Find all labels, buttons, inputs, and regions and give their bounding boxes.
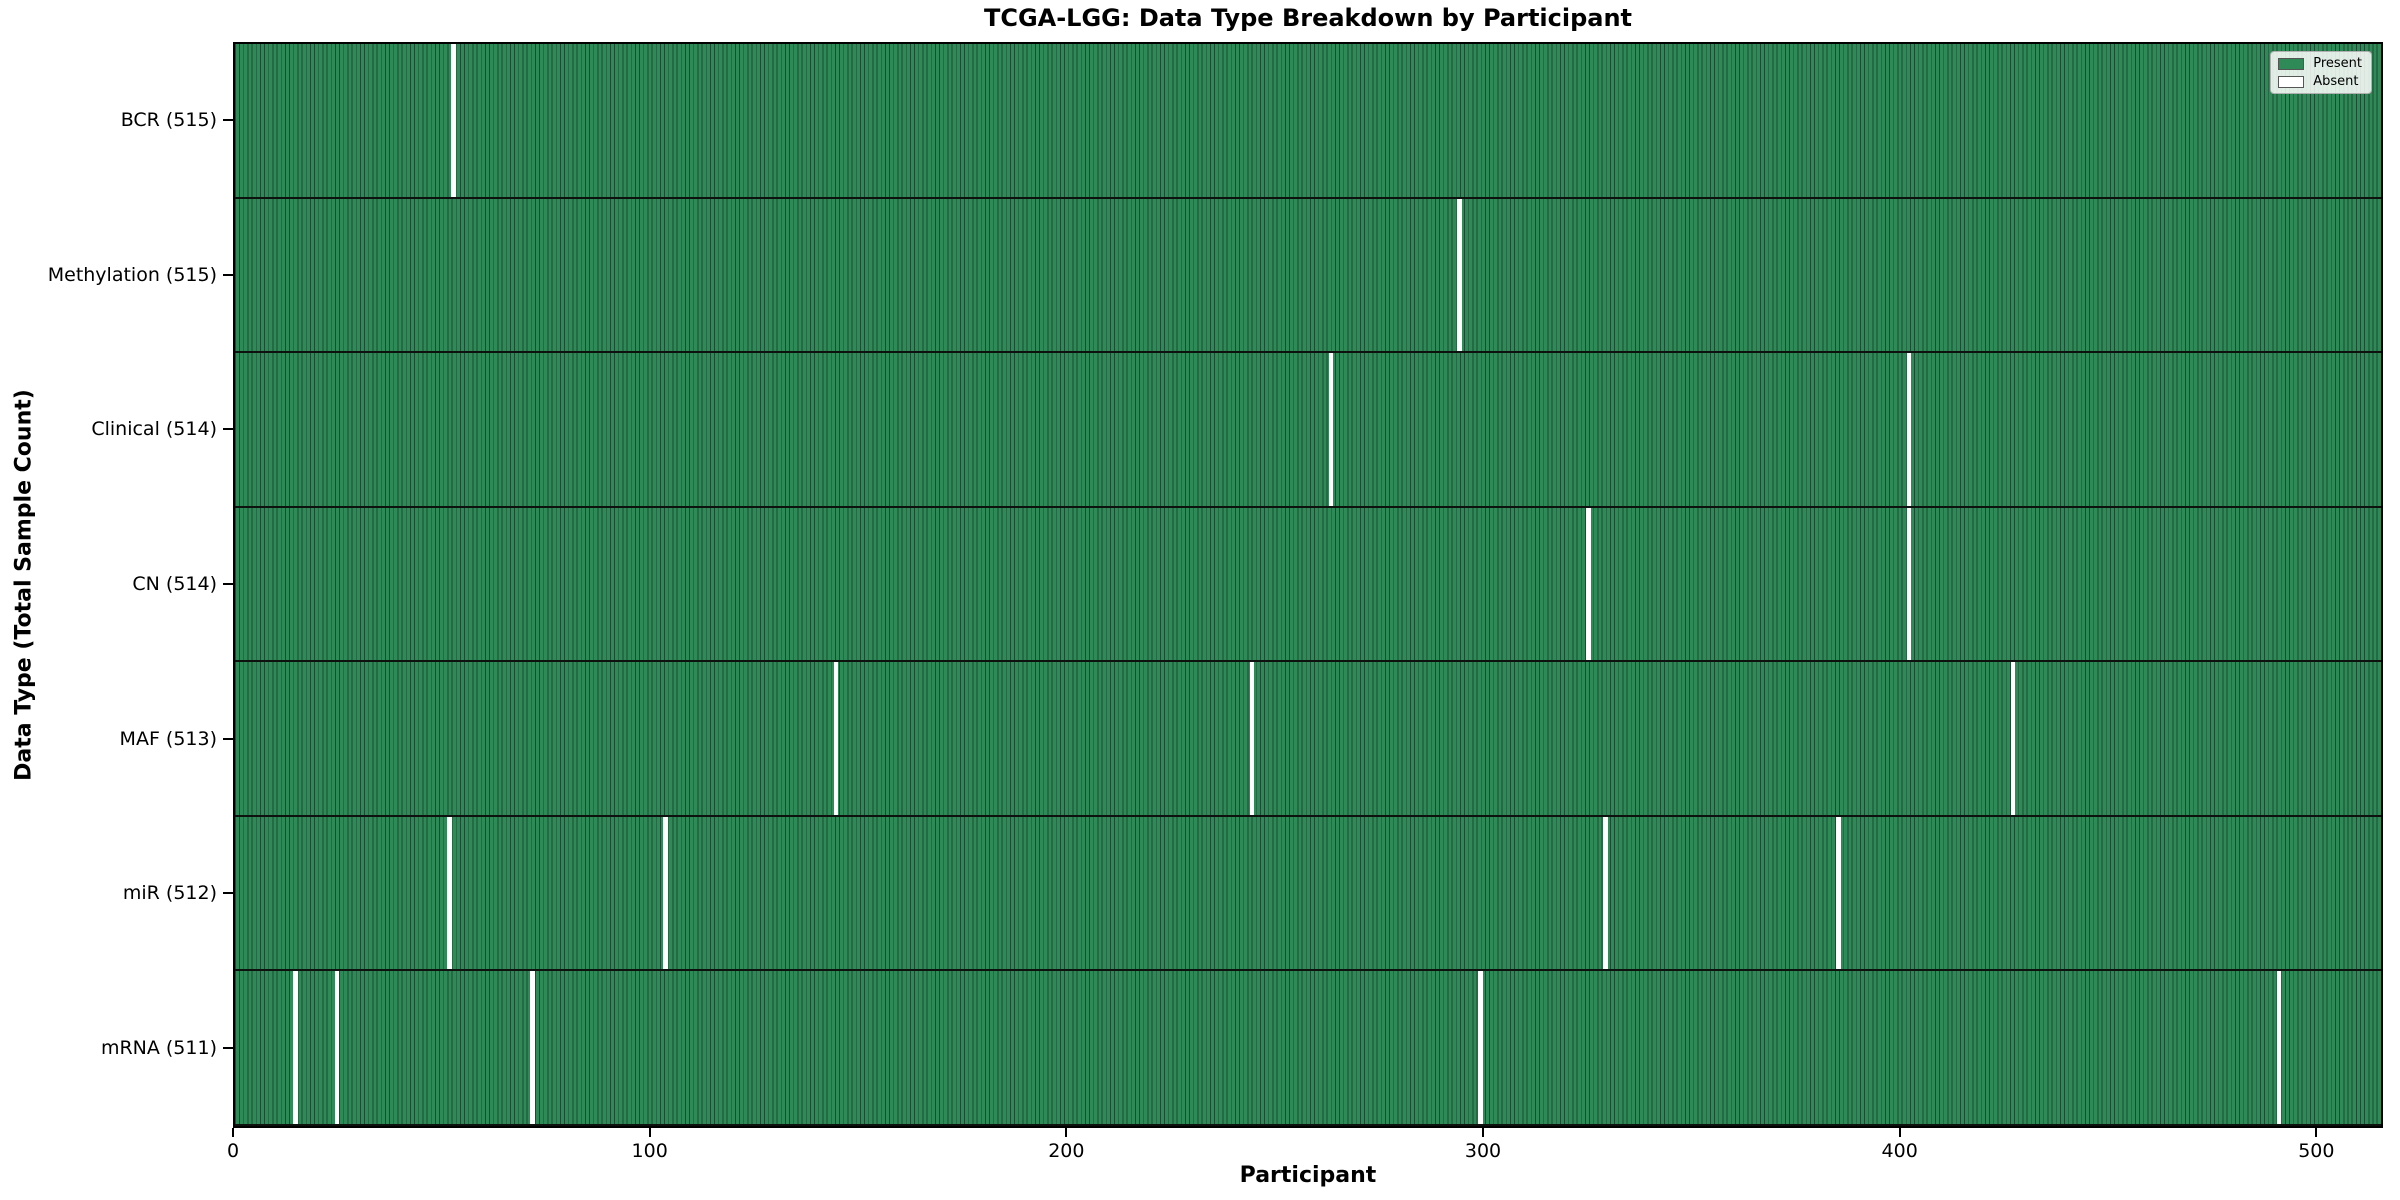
absent-gap (833, 662, 839, 815)
y-tick-label: miR (512) (122, 882, 217, 905)
x-tick-label: 300 (1464, 1140, 1502, 1162)
absent-gap (1835, 816, 1841, 970)
y-tick-mark (223, 582, 233, 585)
absent-gap (1906, 353, 1912, 506)
x-tick-mark (648, 1128, 651, 1137)
y-tick-label: Methylation (515) (47, 263, 217, 286)
legend-label: Absent (2313, 74, 2359, 89)
heatmap-row-Clinical: Clinical (514) (91, 353, 2381, 508)
absent-gap (334, 971, 340, 1124)
absent-gap (663, 816, 668, 970)
heatmap-row-MAF: MAF (513) (120, 662, 2381, 817)
y-tick-mark (223, 428, 233, 431)
legend-label: Present (2313, 56, 2362, 71)
y-tick-label: Clinical (514) (91, 418, 217, 441)
absent-gap (1603, 816, 1608, 970)
absent-gap (1586, 507, 1592, 661)
present-swatch (2278, 57, 2305, 70)
y-tick-mark (223, 892, 233, 895)
y-tick-mark (223, 1046, 233, 1049)
absent-gap (2010, 662, 2016, 815)
x-axis: 0 100 200 300 400 500 (227, 1128, 2383, 1188)
absent-swatch (2278, 75, 2305, 88)
x-tick-label: 500 (2298, 1140, 2335, 1162)
heatmap-row-mRNA: mRNA (511) (101, 971, 2381, 1126)
x-tick-mark (1482, 1128, 1484, 1137)
absent-gap (2276, 971, 2282, 1124)
y-axis-label: Data Type (Total Sample Count) (11, 389, 37, 781)
heatmap-row-BCR: BCR (515) (121, 44, 2381, 199)
x-tick-label: 200 (1048, 1140, 1085, 1162)
legend: Present Absent (2270, 51, 2372, 94)
y-tick-label: mRNA (511) (100, 1036, 217, 1059)
heatmap-row-Methylation: Methylation (515) (48, 198, 2381, 354)
y-tick-label: MAF (513) (119, 727, 217, 750)
x-tick-mark (232, 1128, 234, 1137)
absent-gap (446, 816, 452, 970)
x-tick-mark (2315, 1128, 2318, 1137)
chart-title: TCGA-LGG: Data Type Breakdown by Partici… (983, 4, 1633, 32)
absent-gap (1249, 662, 1255, 815)
absent-gap (1478, 971, 1483, 1124)
y-tick-label: CN (514) (132, 572, 217, 595)
absent-gap (1457, 198, 1463, 352)
heatmap-row-miR: miR (512) (123, 816, 2381, 972)
absent-gap (530, 971, 535, 1124)
absent-gap (292, 971, 298, 1124)
y-tick-mark (223, 737, 233, 740)
x-axis-label: Participant (1239, 1163, 1377, 1188)
x-tick-label: 400 (1881, 1140, 1918, 1162)
plot-area: BCR (515) Methylation (515) Clinical (514)… (48, 42, 2383, 1128)
x-tick-label: 100 (631, 1140, 668, 1162)
legend-item-present: Present (2278, 57, 2362, 70)
y-tick-mark (223, 273, 233, 276)
absent-gap (1328, 353, 1334, 506)
x-tick-mark (1898, 1128, 1901, 1137)
legend-item-absent: Absent (2278, 75, 2362, 88)
heatmap-row-CN: CN (514) (132, 507, 2381, 663)
x-tick-label: 0 (226, 1140, 240, 1162)
absent-gap (451, 44, 456, 197)
x-tick-mark (1065, 1128, 1068, 1137)
absent-gap (1906, 507, 1912, 661)
y-tick-mark (223, 119, 233, 122)
y-tick-label: BCR (515) (120, 109, 217, 132)
